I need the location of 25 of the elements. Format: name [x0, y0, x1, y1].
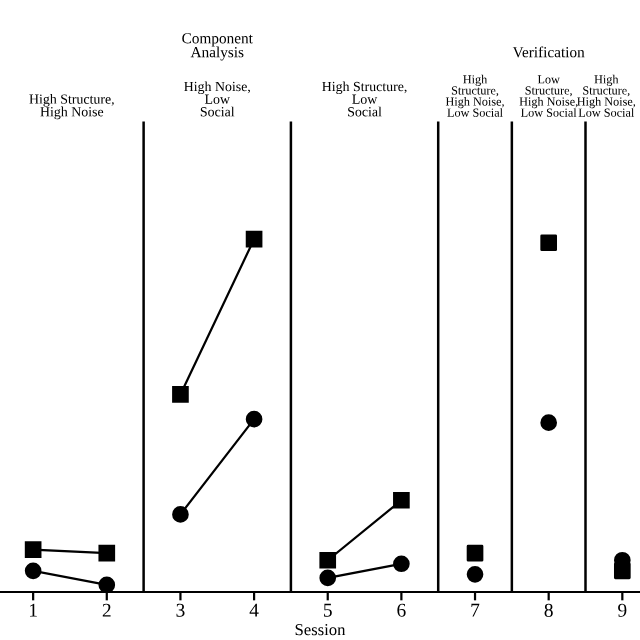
- point: [245, 410, 263, 428]
- x-axis-title: Session: [295, 624, 346, 636]
- point: [24, 562, 42, 580]
- x-tick-label: 6: [397, 603, 406, 617]
- point: [245, 230, 263, 248]
- x-tick-label: 2: [102, 603, 111, 617]
- x-tick-label: 8: [544, 603, 553, 617]
- point: [393, 491, 410, 509]
- x-tick-label: 5: [324, 603, 332, 617]
- point: [466, 544, 484, 562]
- point: [393, 555, 410, 573]
- point: [98, 544, 116, 562]
- x-tick-label: 9: [618, 603, 627, 617]
- point: [319, 551, 337, 569]
- x-tick-label: 7: [471, 603, 480, 617]
- x-tick-label: 3: [176, 603, 185, 617]
- x-tick-label: 4: [249, 603, 259, 617]
- point: [24, 541, 42, 558]
- point: [540, 234, 558, 252]
- point: [172, 506, 189, 523]
- point: [319, 569, 337, 587]
- x-tick-label: 1: [29, 603, 37, 617]
- point: [540, 414, 558, 431]
- point: [172, 386, 189, 403]
- point: [466, 566, 484, 583]
